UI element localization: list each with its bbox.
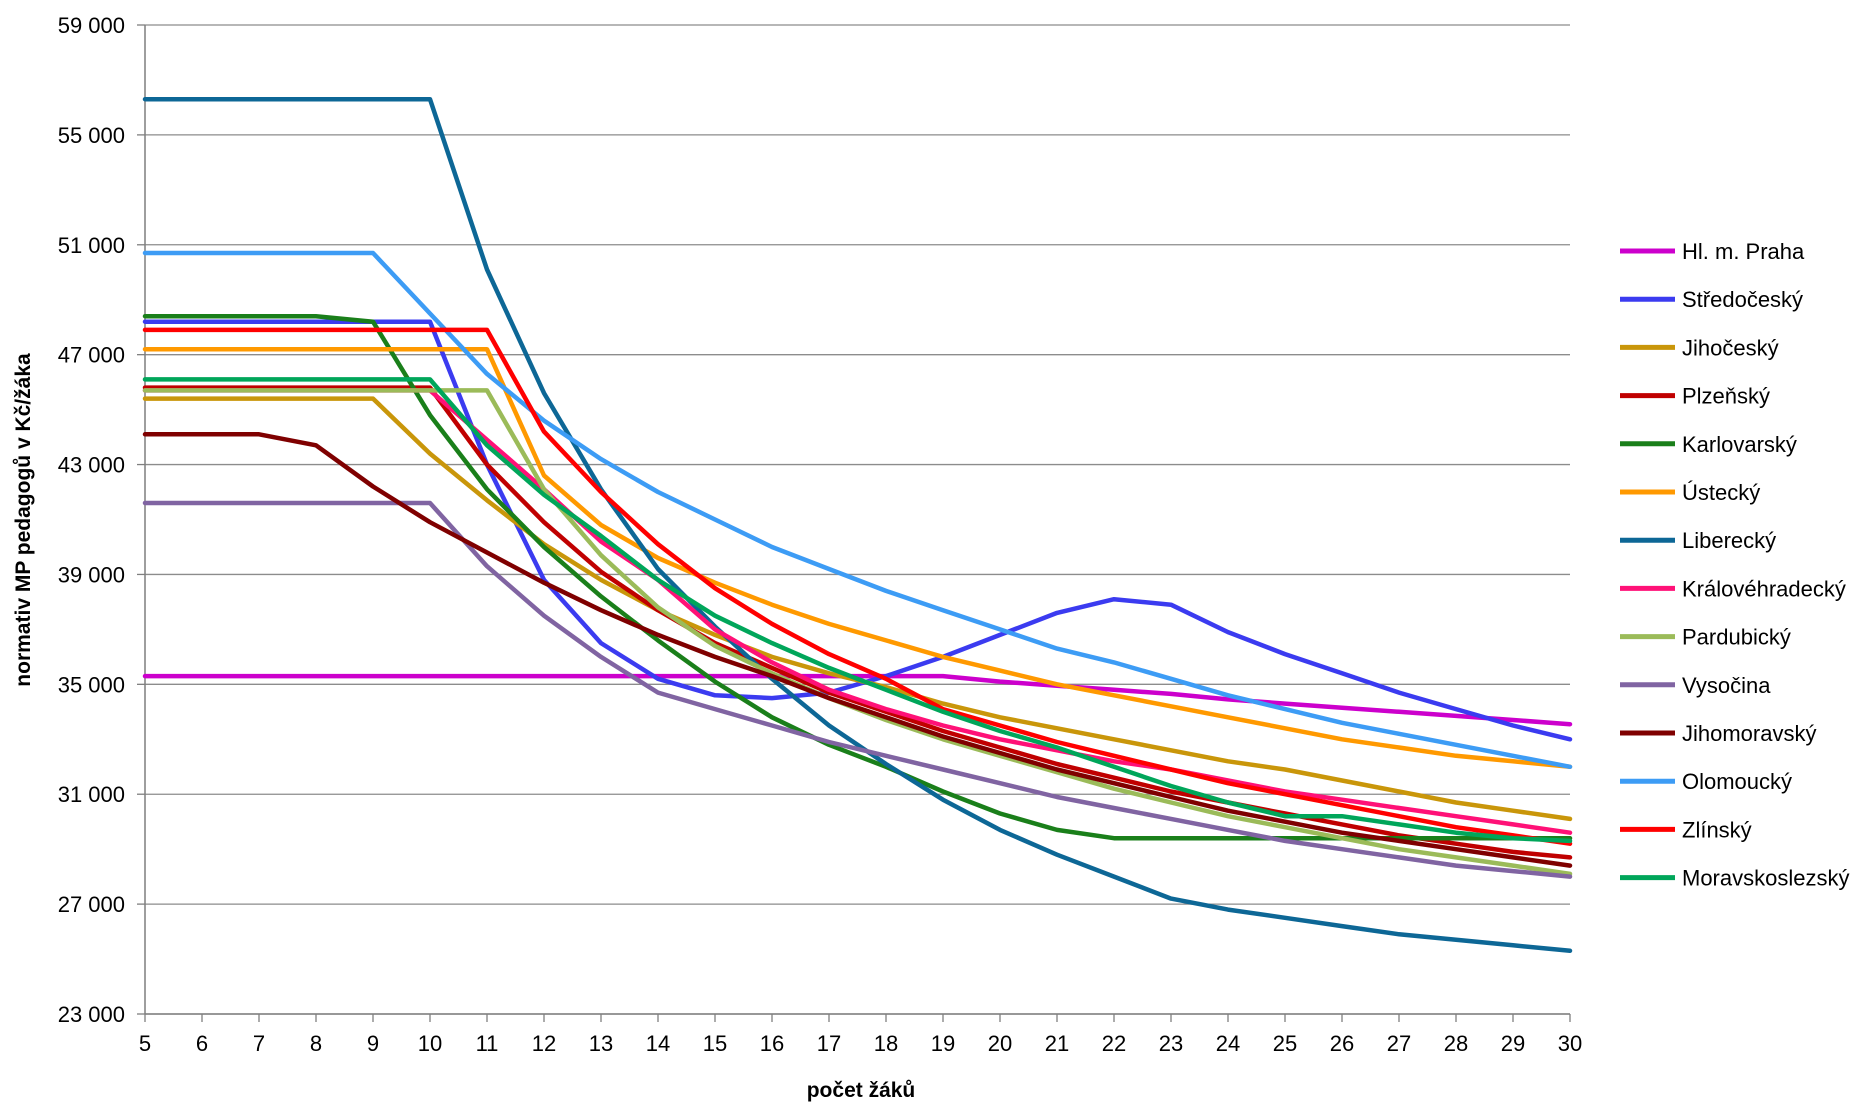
legend-label: Jihomoravský	[1682, 721, 1816, 746]
x-tick-label: 9	[367, 1031, 379, 1056]
series-line-8	[142, 388, 1573, 835]
series-line-6	[142, 346, 1573, 770]
gridlines	[145, 24, 1570, 1015]
x-tick-label: 29	[1501, 1031, 1525, 1056]
legend: Hl. m. Praha Středočeský Jihočeský Plzeňský…	[1620, 239, 1849, 891]
legend-label: Vysočina	[1682, 673, 1771, 698]
x-tick-label: 19	[931, 1031, 955, 1056]
legend-label: Královéhradecký	[1682, 576, 1846, 601]
x-tick-label: 13	[589, 1031, 613, 1056]
legend-label: Ústecký	[1682, 480, 1760, 505]
x-tick-label: 24	[1216, 1031, 1240, 1056]
y-tick-label: 59 000	[58, 13, 125, 38]
legend-label: Hl. m. Praha	[1682, 239, 1805, 264]
x-tick-label: 28	[1444, 1031, 1468, 1056]
series-line-2	[142, 319, 1573, 742]
axes	[137, 24, 1571, 1022]
legend-label: Moravskoslezský	[1682, 866, 1849, 891]
x-tick-label: 7	[253, 1031, 265, 1056]
series-line-1	[142, 673, 1573, 727]
legend-label: Středočeský	[1682, 287, 1803, 312]
x-tick-label: 5	[139, 1031, 151, 1056]
y-axis-title: normativ MP pedagogů v Kč/žáka	[12, 353, 35, 687]
series-line-7	[142, 96, 1573, 954]
x-tick-labels: 5 6 7 8 9 10 11 12 13 14 15 16 17 18 19 20 21 22 23 24 25 26 2…	[139, 1031, 1582, 1056]
x-tick-label: 11	[476, 1031, 499, 1056]
x-tick-label: 10	[418, 1031, 442, 1056]
x-tick-label: 21	[1045, 1031, 1069, 1056]
y-tick-label: 35 000	[58, 672, 125, 697]
x-tick-label: 14	[646, 1031, 670, 1056]
legend-label: Plzeňský	[1682, 384, 1770, 409]
series-line-11	[142, 432, 1573, 868]
x-tick-label: 16	[760, 1031, 784, 1056]
x-tick-label: 26	[1330, 1031, 1354, 1056]
legend-label: Jihočeský	[1682, 335, 1779, 360]
y-tick-label: 31 000	[58, 782, 125, 807]
y-tick-labels: 23 000 27 000 31 000 35 000 39 000 43 000 47 0…	[58, 13, 125, 1027]
x-tick-label: 15	[703, 1031, 727, 1056]
y-tick-label: 27 000	[58, 892, 125, 917]
y-tick-label: 23 000	[58, 1002, 125, 1027]
x-tick-label: 22	[1102, 1031, 1126, 1056]
y-tick-label: 47 000	[58, 343, 125, 368]
series-line-5	[142, 313, 1573, 841]
legend-label: Zlínský	[1682, 817, 1752, 842]
x-tick-label: 27	[1387, 1031, 1411, 1056]
y-tick-label: 51 000	[58, 233, 125, 258]
x-tick-label: 18	[874, 1031, 898, 1056]
y-tick-label: 55 000	[58, 123, 125, 148]
legend-label: Liberecký	[1682, 528, 1776, 553]
x-tick-label: 12	[532, 1031, 556, 1056]
x-tick-label: 17	[817, 1031, 841, 1056]
series-line-4	[142, 385, 1573, 860]
series-lines	[142, 96, 1573, 954]
x-tick-label: 23	[1159, 1031, 1183, 1056]
series-line-10	[142, 500, 1573, 879]
series-line-14	[142, 377, 1573, 844]
legend-label: Pardubický	[1682, 625, 1791, 650]
y-tick-label: 39 000	[58, 562, 125, 587]
series-line-12	[142, 250, 1573, 770]
x-tick-label: 30	[1558, 1031, 1582, 1056]
x-tick-label: 25	[1273, 1031, 1297, 1056]
x-tick-label: 20	[988, 1031, 1012, 1056]
x-tick-label: 6	[196, 1031, 208, 1056]
legend-label: Olomoucký	[1682, 769, 1792, 794]
x-axis-title: počet žáků	[807, 1079, 916, 1102]
series-line-13	[142, 327, 1573, 846]
x-tick-label: 8	[310, 1031, 322, 1056]
y-tick-label: 43 000	[58, 453, 125, 478]
legend-label: Karlovarský	[1682, 432, 1797, 457]
